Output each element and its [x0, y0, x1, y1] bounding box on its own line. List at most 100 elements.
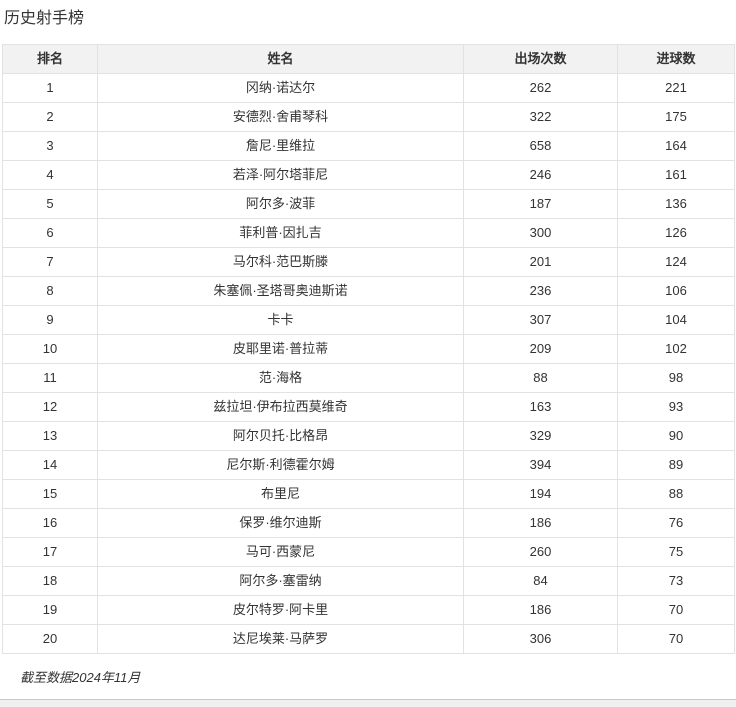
name-cell: 安德烈·舍甫琴科: [97, 102, 464, 132]
table-row: 3 詹尼·里维拉 658 164: [2, 131, 735, 161]
table-row: 16 保罗·维尔迪斯 186 76: [2, 508, 735, 538]
name-cell: 朱塞佩·圣塔哥奥迪斯诺: [97, 276, 464, 306]
rank-cell: 16: [2, 508, 98, 538]
rank-cell: 18: [2, 566, 98, 596]
appearances-cell: 394: [463, 450, 618, 480]
goals-cell: 73: [617, 566, 735, 596]
goals-cell: 136: [617, 189, 735, 219]
goals-cell: 70: [617, 624, 735, 654]
table-row: 15 布里尼 194 88: [2, 479, 735, 509]
table-row: 1 冈纳·诺达尔 262 221: [2, 73, 735, 103]
rank-cell: 12: [2, 392, 98, 422]
name-cell: 菲利普·因扎吉: [97, 218, 464, 248]
rank-cell: 19: [2, 595, 98, 625]
table-row: 8 朱塞佩·圣塔哥奥迪斯诺 236 106: [2, 276, 735, 306]
page-title: 历史射手榜: [4, 10, 85, 27]
appearances-cell: 88: [463, 363, 618, 393]
goals-cell: 164: [617, 131, 735, 161]
table-row: 10 皮耶里诺·普拉蒂 209 102: [2, 334, 735, 364]
bottom-section-divider: [0, 699, 736, 707]
name-cell: 詹尼·里维拉: [97, 131, 464, 161]
name-cell: 兹拉坦·伊布拉西莫维奇: [97, 392, 464, 422]
table-row: 11 范·海格 88 98: [2, 363, 735, 393]
goals-cell: 104: [617, 305, 735, 335]
top-scorers-table: 排名 姓名 出场次数 进球数 1 冈纳·诺达尔 262 221 2 安德烈·舍甫琴科 322…: [2, 44, 735, 654]
table-row: 14 尼尔斯·利德霍尔姆 394 89: [2, 450, 735, 480]
rank-cell: 8: [2, 276, 98, 306]
rank-cell: 6: [2, 218, 98, 248]
rank-cell: 11: [2, 363, 98, 393]
appearances-cell: 300: [463, 218, 618, 248]
goals-cell: 75: [617, 537, 735, 567]
name-cell: 范·海格: [97, 363, 464, 393]
appearances-cell: 187: [463, 189, 618, 219]
table-row: 19 皮尔特罗·阿卡里 186 70: [2, 595, 735, 625]
goals-cell: 88: [617, 479, 735, 509]
appearances-cell: 307: [463, 305, 618, 335]
rank-cell: 3: [2, 131, 98, 161]
column-header-appearances: 出场次数: [463, 44, 618, 74]
goals-cell: 70: [617, 595, 735, 625]
rank-cell: 13: [2, 421, 98, 451]
name-cell: 若泽·阿尔塔菲尼: [97, 160, 464, 190]
rank-cell: 14: [2, 450, 98, 480]
appearances-cell: 201: [463, 247, 618, 277]
appearances-cell: 186: [463, 508, 618, 538]
name-cell: 卡卡: [97, 305, 464, 335]
goals-cell: 93: [617, 392, 735, 422]
goals-cell: 90: [617, 421, 735, 451]
table-row: 20 达尼埃莱·马萨罗 306 70: [2, 624, 735, 654]
appearances-cell: 262: [463, 73, 618, 103]
column-header-name: 姓名: [97, 44, 464, 74]
goals-cell: 126: [617, 218, 735, 248]
rank-cell: 7: [2, 247, 98, 277]
table-row: 4 若泽·阿尔塔菲尼 246 161: [2, 160, 735, 190]
appearances-cell: 329: [463, 421, 618, 451]
goals-cell: 161: [617, 160, 735, 190]
rank-cell: 4: [2, 160, 98, 190]
goals-cell: 102: [617, 334, 735, 364]
table-row: 9 卡卡 307 104: [2, 305, 735, 335]
table-row: 7 马尔科·范巴斯滕 201 124: [2, 247, 735, 277]
rank-cell: 2: [2, 102, 98, 132]
table-body: 1 冈纳·诺达尔 262 221 2 安德烈·舍甫琴科 322 175 3 詹尼·里维拉 658 16…: [2, 73, 735, 654]
rank-cell: 10: [2, 334, 98, 364]
goals-cell: 76: [617, 508, 735, 538]
name-cell: 阿尔多·塞雷纳: [97, 566, 464, 596]
table-row: 6 菲利普·因扎吉 300 126: [2, 218, 735, 248]
name-cell: 达尼埃莱·马萨罗: [97, 624, 464, 654]
column-header-goals: 进球数: [617, 44, 735, 74]
appearances-cell: 260: [463, 537, 618, 567]
goals-cell: 89: [617, 450, 735, 480]
appearances-cell: 84: [463, 566, 618, 596]
appearances-cell: 209: [463, 334, 618, 364]
name-cell: 马尔科·范巴斯滕: [97, 247, 464, 277]
rank-cell: 20: [2, 624, 98, 654]
column-header-rank: 排名: [2, 44, 98, 74]
appearances-cell: 322: [463, 102, 618, 132]
goals-cell: 98: [617, 363, 735, 393]
data-cutoff-note: 截至数据2024年11月: [20, 670, 141, 685]
name-cell: 皮耶里诺·普拉蒂: [97, 334, 464, 364]
name-cell: 冈纳·诺达尔: [97, 73, 464, 103]
rank-cell: 17: [2, 537, 98, 567]
rank-cell: 5: [2, 189, 98, 219]
appearances-cell: 306: [463, 624, 618, 654]
goals-cell: 175: [617, 102, 735, 132]
table-header-row: 排名 姓名 出场次数 进球数: [2, 44, 735, 74]
name-cell: 皮尔特罗·阿卡里: [97, 595, 464, 625]
goals-cell: 221: [617, 73, 735, 103]
goals-cell: 124: [617, 247, 735, 277]
table-row: 17 马可·西蒙尼 260 75: [2, 537, 735, 567]
appearances-cell: 163: [463, 392, 618, 422]
name-cell: 保罗·维尔迪斯: [97, 508, 464, 538]
table-row: 5 阿尔多·波菲 187 136: [2, 189, 735, 219]
goals-cell: 106: [617, 276, 735, 306]
name-cell: 尼尔斯·利德霍尔姆: [97, 450, 464, 480]
appearances-cell: 236: [463, 276, 618, 306]
rank-cell: 15: [2, 479, 98, 509]
rank-cell: 9: [2, 305, 98, 335]
name-cell: 布里尼: [97, 479, 464, 509]
appearances-cell: 658: [463, 131, 618, 161]
